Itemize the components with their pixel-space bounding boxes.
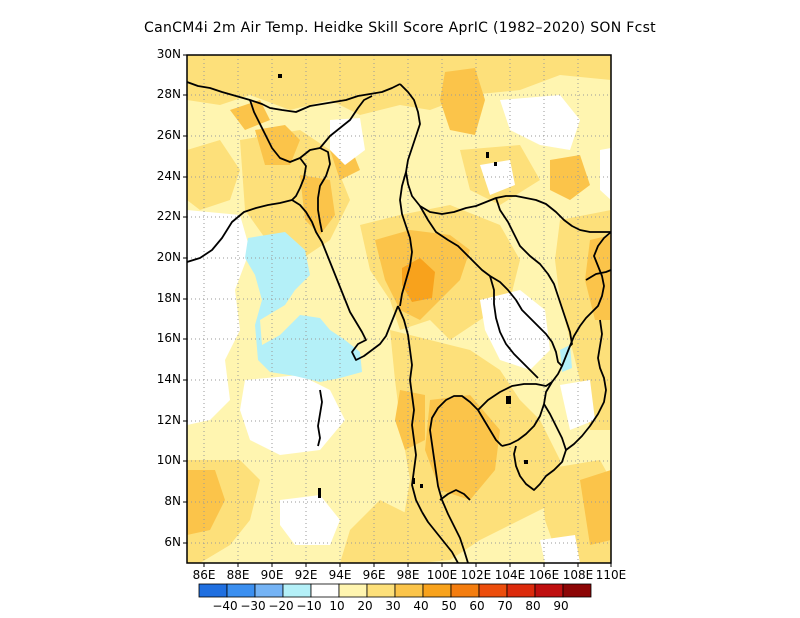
thailand-cambodia-border [489, 275, 539, 379]
colorbar-label-neg20: −20 [268, 599, 294, 613]
malay-peninsula-east [429, 395, 503, 563]
colorbar-label-20: 20 [357, 599, 373, 613]
colorbar-label-70: 70 [497, 599, 513, 613]
vietnam-south-coast [565, 319, 607, 451]
colorbar-swatch [534, 583, 564, 598]
colorbar-swatch [422, 583, 452, 598]
colorbar-label-30: 30 [385, 599, 401, 613]
lon-label-102e: 102E [460, 568, 492, 582]
laos-vietnam-border [495, 197, 573, 347]
colorbar-swatch [310, 583, 340, 598]
colorbar-swatch [562, 583, 592, 598]
lon-label-104e: 104E [494, 568, 526, 582]
colorbar-label-neg40: −40 [212, 599, 238, 613]
lat-label-14n: 14N [156, 372, 181, 386]
lat-label-6n: 6N [164, 535, 181, 549]
coastlines-and-borders [187, 81, 611, 563]
colorbar-swatch [198, 583, 228, 598]
nepal-bhutan-border [187, 81, 401, 113]
colorbar-swatch [478, 583, 508, 598]
lon-label-98e: 98E [396, 568, 420, 582]
tibet-myanmar-border [399, 83, 611, 233]
colorbar-label-10: 10 [329, 599, 345, 613]
andaman-islands [317, 389, 323, 447]
map-frame [186, 54, 612, 564]
colorbar-swatch [366, 583, 396, 598]
malaysia-thailand-border [439, 489, 471, 501]
lon-label-94e: 94E [328, 568, 352, 582]
colorbar [198, 583, 592, 598]
malay-peninsula-west [421, 511, 459, 563]
colorbar-label-60: 60 [469, 599, 485, 613]
thailand-laos-border [419, 205, 563, 367]
lon-label-90e: 90E [260, 568, 284, 582]
map-title: CanCM4i 2m Air Temp. Heidke Skill Score … [144, 20, 656, 36]
colorbar-swatch [226, 583, 256, 598]
lon-label-106e: 106E [528, 568, 560, 582]
graticule [187, 55, 611, 563]
lon-label-108e: 108E [562, 568, 594, 582]
lon-label-92e: 92E [294, 568, 318, 582]
colorbar-label-neg10: −10 [296, 599, 322, 613]
colorbar-swatch [450, 583, 480, 598]
lon-label-96e: 96E [362, 568, 386, 582]
colorbar-swatch [282, 583, 312, 598]
lon-label-100e: 100E [426, 568, 458, 582]
vietnam-southern-tip [513, 403, 567, 491]
india-myanmar-border [299, 147, 331, 233]
lat-label-8n: 8N [164, 494, 181, 508]
lon-label-88e: 88E [226, 568, 250, 582]
lat-label-20n: 20N [156, 250, 181, 264]
islands [278, 74, 528, 498]
colorbar-swatch [338, 583, 368, 598]
lon-label-110e: 110E [595, 568, 627, 582]
colorbar-label-90: 90 [553, 599, 569, 613]
lat-label-28n: 28N [156, 87, 181, 101]
colorbar-swatch [254, 583, 284, 598]
colorbar-label-neg30: −30 [240, 599, 266, 613]
score-40-50-regions [402, 258, 435, 302]
myanmar-thailand-border [399, 171, 413, 307]
india-bay-of-bengal-coast [187, 199, 399, 361]
bangladesh-border [249, 99, 307, 201]
lat-label-24n: 24N [156, 169, 181, 183]
lat-label-16n: 16N [156, 331, 181, 345]
lat-label-18n: 18N [156, 291, 181, 305]
colorbar-swatch [506, 583, 536, 598]
lat-label-10n: 10N [156, 453, 181, 467]
northeast-india-border [319, 95, 373, 149]
cambodia-border [477, 381, 553, 411]
lat-label-12n: 12N [156, 413, 181, 427]
lat-label-30n: 30N [156, 47, 181, 61]
lat-label-22n: 22N [156, 209, 181, 223]
hainan-coast [585, 269, 611, 281]
colorbar-swatch [394, 583, 424, 598]
colorbar-label-80: 80 [525, 599, 541, 613]
colorbar-label-50: 50 [441, 599, 457, 613]
lat-label-26n: 26N [156, 128, 181, 142]
axis-ticks [183, 54, 612, 567]
colorbar-label-40: 40 [413, 599, 429, 613]
lon-label-86e: 86E [192, 568, 216, 582]
